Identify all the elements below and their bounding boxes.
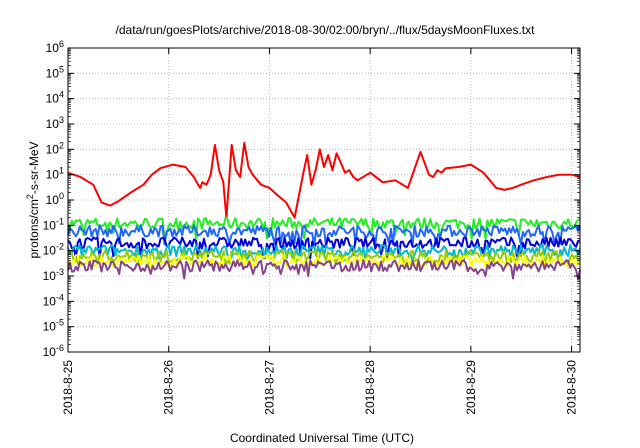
y-tick-label: 100: [46, 191, 64, 207]
y-tick-label-exponent: -2: [56, 242, 64, 252]
y-tick-label-base: 10: [43, 244, 57, 258]
x-tick-label: 2018-8-25: [61, 360, 75, 415]
x-ticks: 2018-8-25 2018-8-26 2018-8-27 2018-8-28 2018…: [61, 48, 579, 415]
y-tick-label-base: 10: [46, 117, 60, 131]
y-tick-label-exponent: -6: [56, 343, 64, 353]
y-tick-label-exponent: 3: [59, 115, 64, 125]
series-line-8: [67, 259, 581, 280]
y-axis-label: protons/cm2-s-sr-MeV: [25, 141, 41, 258]
y-tick-label-base: 10: [46, 66, 60, 80]
y-ticks: 10610510410310210110010-110-210-310-410-…: [43, 39, 580, 359]
grid-lines: [67, 47, 580, 353]
x-tick-label: 2018-8-27: [262, 360, 276, 415]
y-axis-label-sup: 2: [25, 194, 35, 199]
y-tick-label: 104: [46, 90, 64, 106]
y-tick-label: 10-1: [43, 216, 64, 232]
x-tick-label: 2018-8-28: [363, 360, 377, 415]
y-axis-label-main: protons/cm: [27, 199, 41, 258]
series-line-4: [67, 236, 581, 260]
y-tick-label-base: 10: [46, 193, 60, 207]
x-tick-label: 2018-8-29: [464, 360, 478, 415]
y-tick-label-base: 10: [46, 142, 60, 156]
y-tick-label-exponent: -4: [56, 292, 64, 302]
y-axis-label-unit: -s-sr-MeV: [27, 141, 41, 194]
y-tick-label-base: 10: [43, 294, 57, 308]
y-tick-label-exponent: -5: [56, 318, 64, 328]
y-tick-label-exponent: 2: [59, 140, 64, 150]
y-tick-label: 10-6: [43, 343, 64, 359]
y-tick-label-base: 10: [43, 345, 57, 359]
y-tick-label: 101: [46, 166, 64, 182]
x-tick-label: 2018-8-30: [565, 360, 579, 415]
series-line-6: [67, 249, 581, 265]
y-tick-label-base: 10: [46, 41, 60, 55]
x-axis-label: Coordinated Universal Time (UTC): [230, 431, 414, 445]
y-tick-label-exponent: 0: [59, 191, 64, 201]
y-tick-label: 103: [46, 115, 64, 131]
y-tick-label-base: 10: [46, 168, 60, 182]
series-line-3: [67, 224, 581, 248]
y-tick-label: 105: [46, 64, 64, 80]
y-tick-label: 106: [46, 39, 64, 55]
y-tick-label-exponent: 1: [59, 166, 64, 176]
x-tick-label: 2018-8-26: [162, 360, 176, 415]
y-tick-label: 10-2: [43, 242, 64, 258]
y-tick-label-exponent: 5: [59, 64, 64, 74]
y-tick-label: 10-5: [43, 318, 64, 334]
y-tick-label: 10-4: [43, 292, 64, 308]
y-tick-label: 102: [46, 140, 64, 156]
y-tick-label-exponent: -1: [56, 216, 64, 226]
y-tick-label-exponent: -3: [56, 267, 64, 277]
y-tick-label-base: 10: [43, 269, 57, 283]
y-tick-label: 10-3: [43, 267, 64, 283]
series-layer: [67, 141, 581, 280]
y-tick-label-base: 10: [43, 218, 57, 232]
chart-title: /data/run/goesPlots/archive/2018-08-30/0…: [116, 23, 536, 37]
series-line-2: [67, 216, 581, 240]
y-tick-label-exponent: 6: [59, 39, 64, 49]
y-tick-label-base: 10: [46, 92, 60, 106]
y-tick-label-base: 10: [43, 320, 57, 334]
series-line-1: [67, 141, 581, 219]
y-tick-label-exponent: 4: [59, 90, 64, 100]
